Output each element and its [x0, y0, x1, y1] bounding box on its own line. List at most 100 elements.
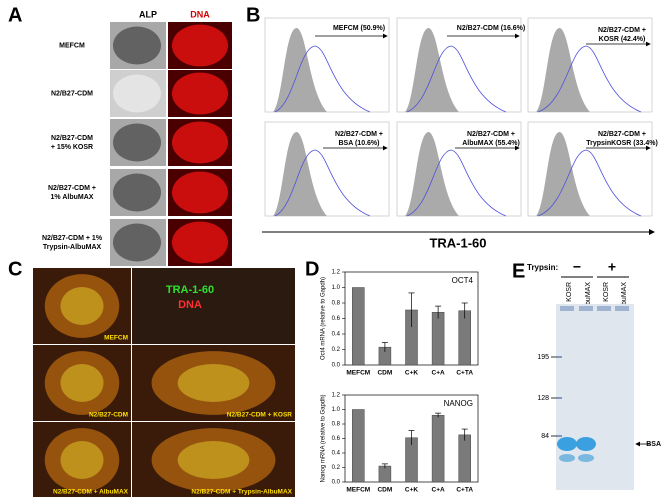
dna-colony	[172, 171, 228, 214]
row-label: N2/B27-CDM	[51, 90, 93, 97]
legend-entry: TRA-1-60	[166, 284, 214, 296]
panel-label: D	[305, 258, 319, 280]
well	[579, 306, 593, 311]
gate-label: TrypsinKOSR (33.4%)	[586, 140, 658, 147]
alp-colony	[113, 173, 161, 212]
y-tick-label: 0.2	[332, 347, 341, 353]
legend-image	[132, 268, 295, 344]
bsa-band	[576, 437, 596, 451]
panel-label: B	[246, 4, 260, 26]
alp-colony	[113, 74, 161, 113]
bar	[431, 312, 445, 366]
lane-label: KOSR	[603, 282, 610, 302]
gate-label: N2/B27-CDM +	[598, 131, 646, 138]
panel-label: C	[8, 258, 22, 280]
x-tick-label: C+TA	[456, 370, 473, 377]
y-tick-label: 1.2	[332, 393, 341, 399]
well	[615, 306, 629, 311]
stained-line	[406, 149, 507, 217]
gate-label: N2/B27-CDM +	[335, 131, 383, 138]
lane-label: AlbuMAX	[621, 282, 628, 312]
isotype-area	[405, 131, 459, 216]
marker-label: 84	[541, 433, 549, 440]
stained-line	[537, 45, 642, 113]
band-smear	[578, 454, 594, 462]
row-label: Trypsin-AlbuMAX	[43, 244, 102, 251]
lane-label: AlbuMAX	[585, 282, 592, 312]
x-tick-label: C+TA	[456, 487, 473, 494]
row-label: + 15% KOSR	[51, 144, 93, 151]
panel-label: E	[512, 260, 525, 282]
y-tick-label: 0.4	[332, 332, 341, 338]
y-axis-label: Oct4 mRNA (relative to Gapdh)	[321, 277, 327, 360]
isotype-area	[536, 131, 590, 216]
y-tick-label: 0.8	[332, 422, 341, 428]
colony-core	[60, 287, 104, 325]
dna-colony	[172, 221, 228, 264]
well	[597, 306, 611, 311]
gel	[556, 304, 634, 490]
stained-line	[274, 149, 371, 217]
bar	[352, 409, 365, 483]
y-tick-label: 1.2	[332, 270, 341, 276]
marker-label: 128	[537, 395, 549, 402]
bar	[352, 287, 365, 366]
panel-label: A	[8, 4, 22, 26]
chart-title: NANOG	[444, 399, 473, 408]
bsa-band	[557, 437, 577, 451]
lane-label: KOSR	[566, 282, 573, 302]
y-axis-label: Nanog mRNA (relative to Gapdh)	[321, 394, 327, 482]
row-label: MEFCM	[59, 42, 85, 49]
row-label: 1% AlbuMAX	[51, 194, 94, 201]
colony-core	[60, 441, 104, 479]
x-tick-label: MEFCM	[346, 487, 370, 494]
well	[560, 306, 574, 311]
trypsin-label: Trypsin:	[527, 263, 558, 272]
alp-colony	[113, 123, 161, 162]
image-label: MEFCM	[104, 335, 128, 342]
marker-label: 195	[537, 354, 549, 361]
colony-core	[177, 441, 250, 479]
x-tick-label: C+A	[432, 370, 445, 377]
row-label: N2/B27-CDM	[51, 135, 93, 142]
y-tick-label: 1.0	[332, 285, 341, 291]
image-label: N2/B27-CDM + KOSR	[227, 412, 292, 419]
dna-colony	[172, 24, 228, 67]
row-label: N2/B27-CDM +	[48, 185, 96, 192]
y-tick-label: 1.0	[332, 407, 341, 413]
chart-title: OCT4	[452, 276, 474, 285]
gate-label: BSA (10.6%)	[339, 140, 380, 147]
y-tick-label: 0.0	[332, 363, 341, 369]
gate-label: N2/B27-CDM (16.6%)	[457, 25, 525, 32]
x-tick-label: CDM	[377, 370, 392, 377]
bar	[378, 465, 392, 483]
row-label: N2/B27-CDM + 1%	[42, 235, 103, 242]
bar	[431, 415, 445, 483]
bar	[458, 434, 471, 483]
x-tick-label: C+K	[405, 487, 418, 494]
isotype-area	[273, 131, 327, 216]
gate-label: N2/B27-CDM +	[467, 131, 515, 138]
column-header: DNA	[190, 9, 210, 19]
y-tick-label: 0.6	[332, 316, 341, 322]
dna-colony	[172, 72, 228, 115]
trypsin-plus: +	[608, 259, 616, 275]
column-header: ALP	[139, 9, 157, 19]
alp-colony	[113, 223, 161, 262]
y-tick-label: 0.6	[332, 436, 341, 442]
gate-label: KOSR (42.4%)	[599, 36, 646, 43]
x-tick-label: MEFCM	[346, 370, 370, 377]
gate-label: AlbuMAX (55.4%)	[462, 140, 520, 147]
image-label: N2/B27-CDM + Trypsin-AlbuMAX	[191, 489, 292, 496]
y-tick-label: 0.0	[332, 480, 341, 486]
band-label: BSA	[646, 441, 661, 448]
gate-label: MEFCM (50.9%)	[333, 25, 385, 32]
y-tick-label: 0.2	[332, 465, 341, 471]
image-label: N2/B27-CDM	[89, 412, 128, 419]
isotype-area	[273, 27, 327, 112]
legend-entry: DNA	[178, 299, 202, 311]
isotype-area	[405, 27, 459, 112]
gate-label: N2/B27-CDM +	[598, 27, 646, 34]
x-tick-label: C+A	[432, 487, 445, 494]
